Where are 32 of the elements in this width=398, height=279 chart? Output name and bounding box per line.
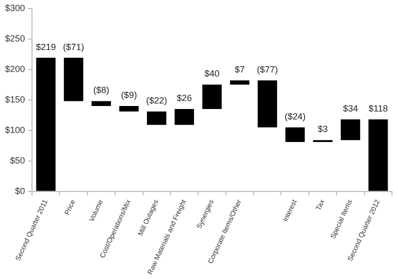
data-label: ($71) [63, 42, 84, 52]
bar [64, 58, 84, 102]
y-tick-label: $0 [15, 186, 26, 196]
y-tick-label: $250 [4, 33, 26, 44]
y-tick-label: $50 [10, 155, 26, 166]
data-label: ($24) [284, 111, 306, 122]
bar [174, 109, 194, 125]
data-label: $3 [318, 124, 328, 134]
bar [230, 80, 250, 85]
data-label: $7 [234, 64, 245, 74]
bar [340, 119, 360, 140]
data-label: $219 [36, 42, 56, 52]
bar [258, 80, 278, 128]
data-label: ($8) [93, 85, 110, 96]
bar [202, 84, 222, 110]
y-tick-label: $100 [4, 124, 26, 135]
y-tick-label: $200 [4, 64, 26, 74]
y-tick-label: $150 [4, 94, 26, 104]
y-tick-label: $300 [4, 2, 26, 13]
bar [285, 127, 305, 142]
data-label: ($9) [120, 90, 137, 100]
data-label: $40 [204, 68, 220, 79]
data-label: ($22) [146, 95, 168, 106]
data-label: ($77) [256, 64, 278, 74]
bar [146, 111, 166, 125]
data-label: $34 [342, 103, 358, 114]
bar [92, 101, 111, 106]
bar [368, 119, 388, 191]
data-label: $118 [368, 103, 388, 114]
bar [119, 106, 139, 112]
data-label: $26 [176, 93, 192, 104]
bar [36, 58, 56, 191]
